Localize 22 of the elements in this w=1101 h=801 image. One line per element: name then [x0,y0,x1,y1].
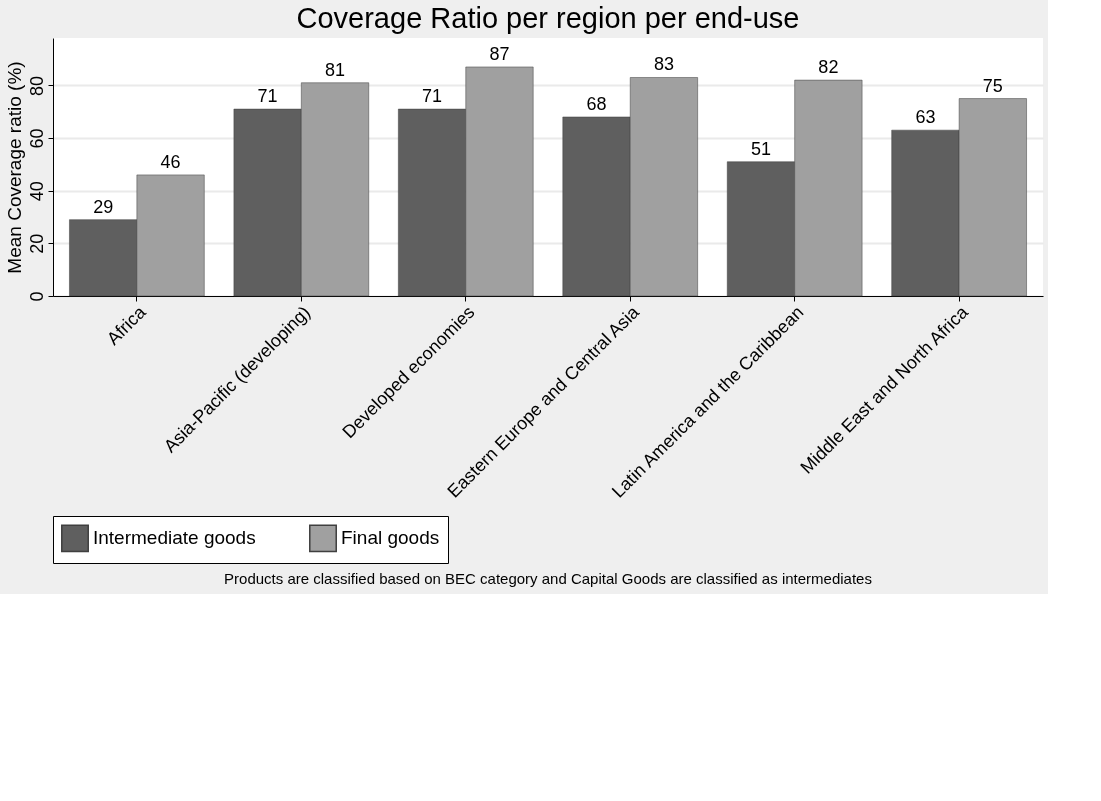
data-label: 71 [422,86,443,107]
data-label: 68 [586,93,607,114]
y-tick-label: 80 [26,75,47,96]
data-label: 71 [257,86,278,107]
data-label: 75 [982,75,1003,96]
legend-label: Final goods [341,527,440,549]
text: Products are classified based on BEC category and Capital Goods are classified as intermediates [224,570,872,587]
y-axis-title: Mean Coverage ratio (%) [3,61,25,274]
data-label: 82 [818,57,839,78]
y-tick-label: 60 [26,128,47,149]
data-label: 87 [489,43,510,64]
chart-title: Coverage Ratio per region per end-use [296,2,800,34]
y-tick-label: 20 [26,233,47,254]
y-tick-label: 40 [26,181,47,202]
data-label: 81 [325,59,346,80]
data-label: 51 [750,138,771,159]
data-label: 63 [915,107,936,128]
data-label: 83 [653,54,674,75]
data-label: 29 [93,196,114,217]
data-label: 46 [160,151,181,172]
legend-label: Intermediate goods [93,527,256,549]
y-tick-label: 0 [26,291,47,302]
